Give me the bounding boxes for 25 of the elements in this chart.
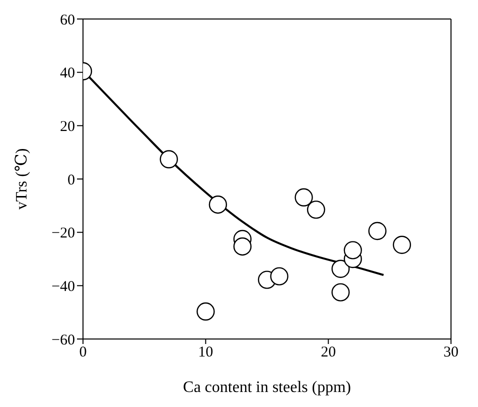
y-tick-label: 60 bbox=[60, 12, 75, 28]
point bbox=[332, 260, 350, 278]
x-tick-label: 20 bbox=[320, 344, 336, 361]
y-tick-label: 40 bbox=[60, 66, 75, 82]
y-tick-label: 20 bbox=[60, 118, 75, 135]
point bbox=[233, 237, 252, 256]
y-tick-label: −20 bbox=[52, 226, 75, 242]
point bbox=[332, 283, 350, 302]
x-tick-label: 30 bbox=[444, 344, 458, 361]
x-tick-label: 0 bbox=[79, 344, 87, 361]
point bbox=[270, 267, 288, 286]
point bbox=[208, 196, 228, 214]
point bbox=[392, 236, 412, 254]
y-tick-label: −40 bbox=[52, 278, 75, 295]
x-tick-label: 10 bbox=[198, 344, 214, 361]
x-axis-title: Ca content in steels (ppm) bbox=[183, 379, 351, 396]
point bbox=[196, 302, 215, 321]
point bbox=[344, 241, 362, 260]
point bbox=[306, 200, 326, 219]
point bbox=[160, 150, 178, 168]
point bbox=[368, 222, 386, 240]
y-tick-label: 0 bbox=[68, 172, 75, 188]
point bbox=[294, 188, 313, 206]
y-tick-label: −60 bbox=[52, 332, 75, 348]
y-axis-title: vTrs (℃) bbox=[14, 148, 31, 210]
